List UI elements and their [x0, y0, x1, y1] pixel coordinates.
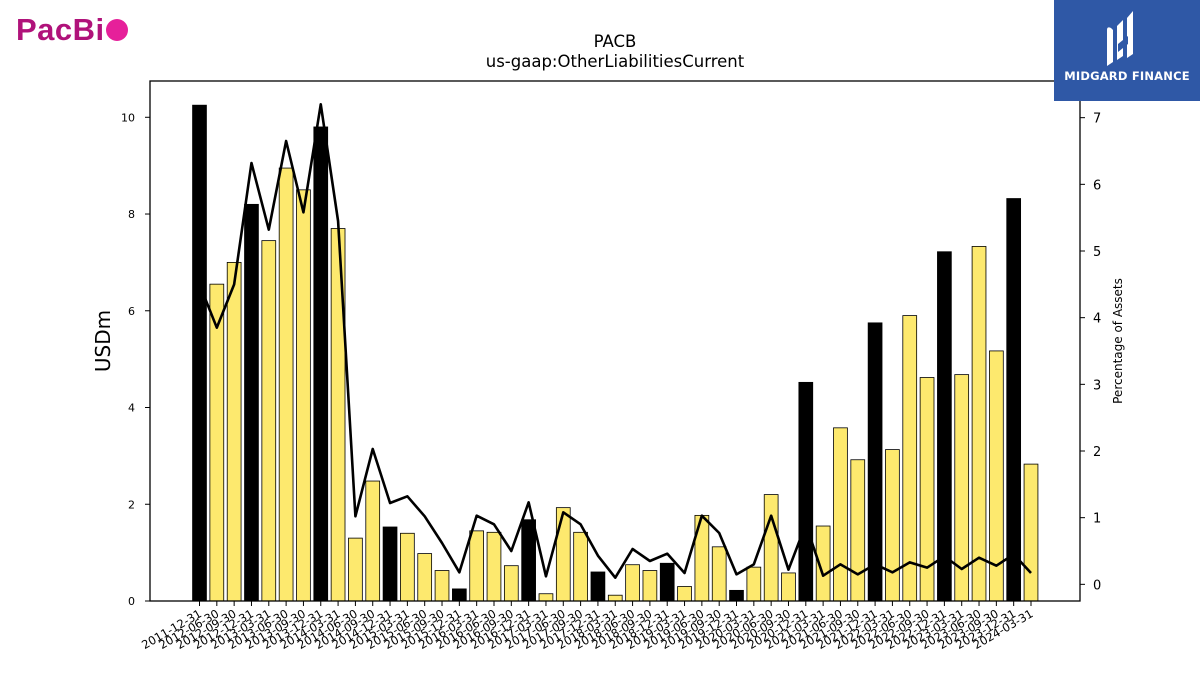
pacbio-logo: PacBi: [16, 12, 128, 48]
bar-2020-12-31: [798, 381, 814, 602]
left-y-axis: 0 2 4 6 8 10: [121, 111, 150, 608]
y2-tick-label: 1: [1093, 512, 1101, 527]
bar-2021-12-31: [867, 322, 883, 602]
logo-dot: [105, 19, 128, 41]
bar-2024-03-31: [1023, 463, 1039, 602]
y2-tick-label: 5: [1093, 245, 1101, 260]
bar-2020-03-31: [746, 566, 762, 602]
y-tick-label: 0: [128, 595, 135, 608]
y-tick-label: 6: [128, 305, 135, 318]
y2-tick-label: 0: [1093, 578, 1101, 593]
bar-2011-12-31: [192, 104, 207, 602]
bar-2012-12-31: [244, 203, 259, 602]
y-axis-label: USDm: [91, 310, 115, 372]
bar-2018-12-31: [659, 562, 675, 602]
bars-layer: [192, 104, 1039, 602]
midgard-finance-badge: MIDGARD FINANCE: [1054, 0, 1200, 101]
badge-text: MIDGARD FINANCE: [1064, 69, 1190, 83]
midgard-logo-icon: [1107, 11, 1133, 66]
bar-2020-09-30: [781, 572, 796, 602]
bar-2016-09-30: [503, 565, 519, 602]
bar-2022-12-31: [937, 251, 952, 602]
y2-tick-label: 7: [1093, 112, 1101, 127]
bar-2016-06-30: [486, 531, 502, 602]
bar-2020-06-30: [763, 494, 779, 602]
bar-2013-09-30: [296, 189, 311, 602]
bar-2017-06-30: [555, 507, 571, 602]
bar-2018-06-30: [625, 564, 640, 602]
y-tick-label: 4: [128, 402, 135, 415]
bar-2013-06-30: [278, 167, 294, 602]
bar-2015-09-30: [434, 570, 450, 602]
bar-2014-09-30: [365, 480, 381, 602]
y2-tick-label: 3: [1093, 378, 1101, 393]
y2-axis-label: Percentage of Assets: [1111, 278, 1125, 404]
bar-2023-06-30: [971, 246, 987, 602]
y-tick-label: 8: [128, 208, 135, 221]
bar-2023-12-31: [1006, 198, 1022, 602]
bar-2017-03-31: [538, 593, 554, 602]
bar-2021-09-30: [850, 459, 866, 602]
bar-2016-12-31: [521, 519, 536, 602]
bar-2019-09-30: [711, 546, 727, 602]
right-y-axis: 0 1 2 3 4 5 6 7: [1080, 112, 1101, 593]
bar-2013-12-31: [313, 126, 329, 602]
bar-2013-03-31: [261, 240, 277, 602]
bar-2017-12-31: [590, 571, 606, 602]
bar-2015-12-31: [452, 588, 467, 602]
bar-2022-03-31: [885, 449, 900, 602]
chart-subtitle: us-gaap:OtherLiabilitiesCurrent: [485, 52, 745, 71]
bar-2019-12-31: [729, 589, 744, 602]
y-tick-label: 10: [121, 111, 135, 124]
bar-2016-03-31: [469, 530, 484, 602]
bar-2015-03-31: [400, 532, 415, 602]
line-layer: [198, 103, 1032, 579]
bar-2012-06-30: [209, 283, 225, 602]
bar-2015-06-30: [417, 553, 433, 602]
bar-2018-03-31: [607, 594, 623, 602]
logo-text: PacBi: [16, 12, 105, 47]
bar-2018-09-30: [642, 570, 658, 602]
y-tick-label: 2: [128, 498, 135, 511]
bar-2021-06-30: [833, 427, 848, 602]
y2-tick-label: 6: [1093, 178, 1101, 193]
x-axis: 2011-12-312012-06-302012-09-302012-12-31…: [139, 601, 1036, 652]
y2-tick-label: 4: [1093, 312, 1101, 327]
bar-2014-06-30: [348, 537, 363, 602]
bar-2014-12-31: [382, 526, 398, 602]
series-line-percentage-of-assets: [198, 103, 1032, 579]
chart-title: PACB: [593, 32, 637, 51]
bar-2019-03-31: [677, 586, 692, 602]
chart-title-block: PACB us-gaap:OtherLiabilitiesCurrent: [415, 32, 815, 72]
bar-2012-09-30: [226, 261, 242, 602]
bar-2022-06-30: [902, 315, 918, 602]
y2-tick-label: 2: [1093, 445, 1101, 460]
bar-2017-09-30: [573, 531, 588, 602]
